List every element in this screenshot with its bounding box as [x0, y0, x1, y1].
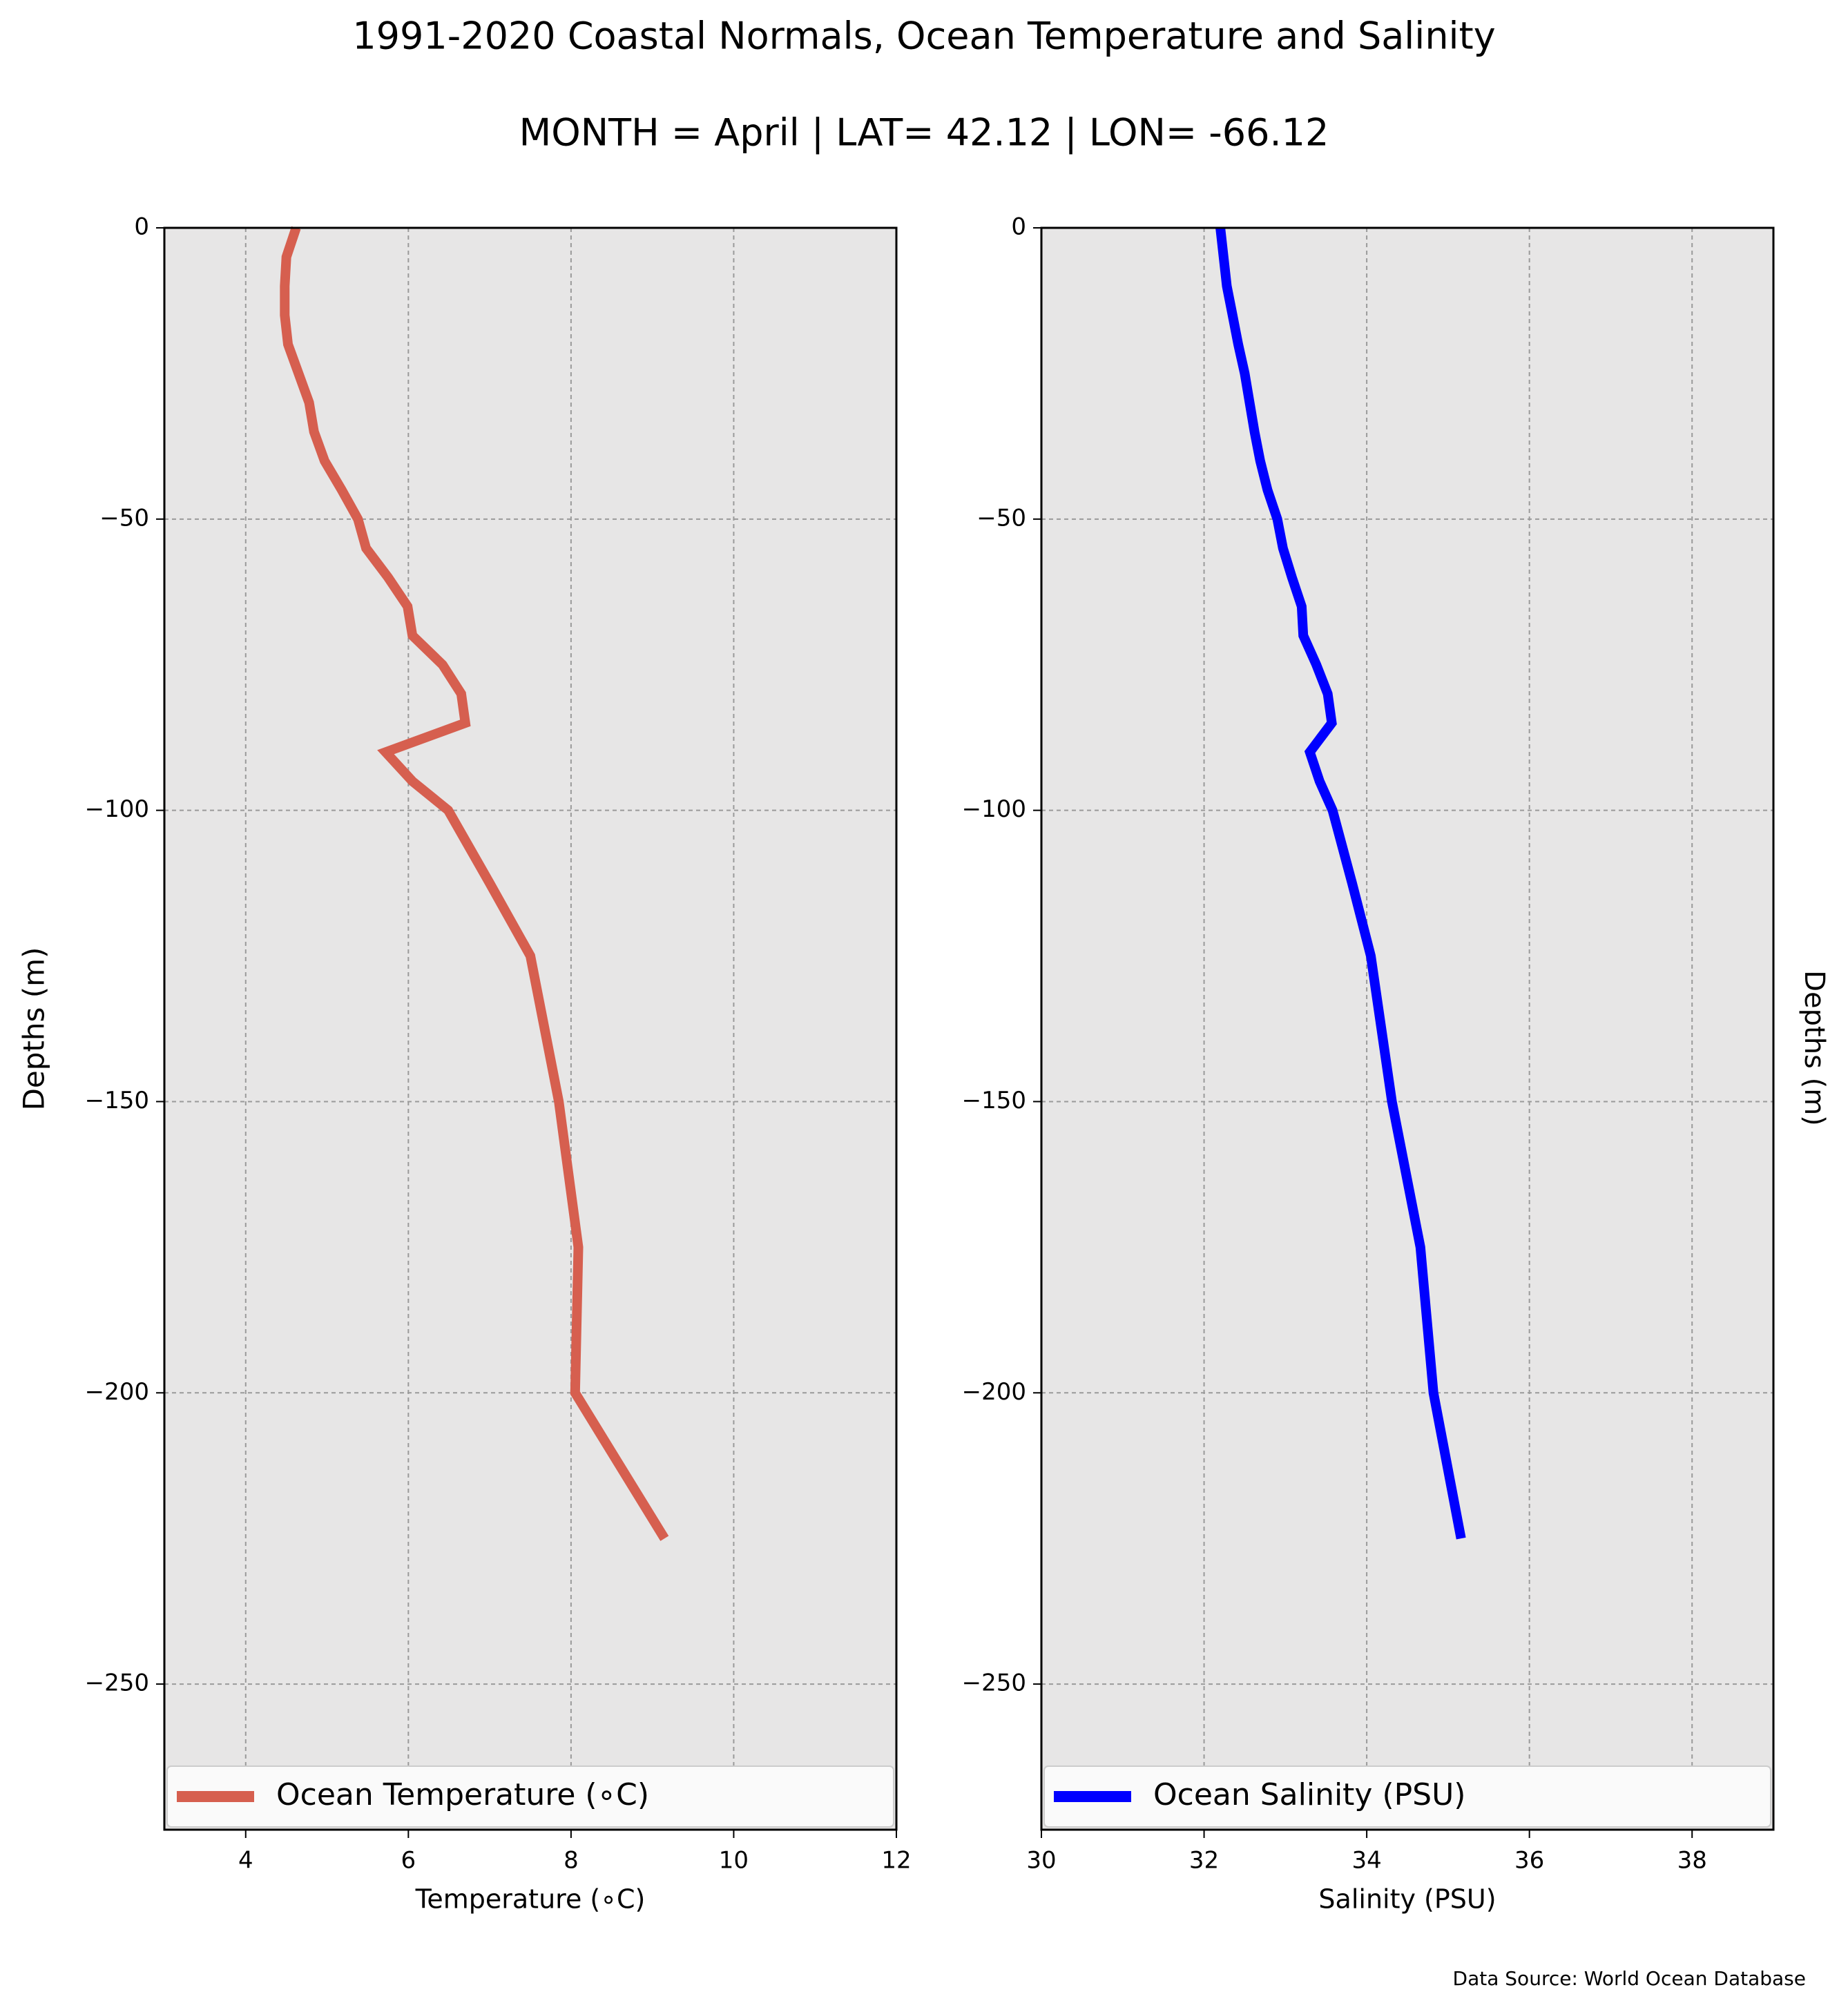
- legend-label: Ocean Salinity (PSU): [1153, 1777, 1465, 1812]
- y-axis-label: Depths (m): [17, 947, 51, 1111]
- y-tick-label: −250: [962, 1670, 1026, 1697]
- data-series-line: [280, 226, 669, 1541]
- x-axis-label: Temperature (∘C): [415, 1884, 646, 1915]
- x-tick-label: 32: [1189, 1847, 1219, 1875]
- x-tick-label: 10: [719, 1847, 749, 1875]
- plot-area: [164, 228, 896, 1830]
- legend: Ocean Temperature (∘C): [166, 1765, 894, 1828]
- x-axis-label: Salinity (PSU): [1318, 1884, 1496, 1915]
- legend-label: Ocean Temperature (∘C): [276, 1777, 649, 1812]
- x-tick-label: 34: [1351, 1847, 1381, 1875]
- salinity-panel: Ocean Salinity (PSU) 30 32 34 36 38 0 −50 −100 −1…: [962, 213, 1775, 1915]
- y-tick-label: −50: [976, 504, 1026, 532]
- y-tick-label: 0: [1011, 213, 1026, 241]
- axes-frame: [163, 226, 898, 1831]
- y-tick-label: −150: [962, 1087, 1026, 1114]
- legend-box: [1043, 1765, 1771, 1828]
- figure-title: 1991-2020 Coastal Normals, Ocean Tempera…: [352, 14, 1495, 58]
- y-tick-label: −150: [85, 1087, 149, 1114]
- legend: Ocean Salinity (PSU): [1043, 1765, 1771, 1828]
- plot-area: [1041, 228, 1773, 1830]
- y-tick-label: −100: [85, 795, 149, 823]
- x-tick-label: 36: [1514, 1847, 1544, 1875]
- x-tick-label: 30: [1026, 1847, 1056, 1875]
- data-series-line: [1215, 227, 1466, 1540]
- axes-frame: [1040, 226, 1775, 1831]
- y-tick-label: −50: [99, 504, 149, 532]
- right-axis-label: Depths (m): [1798, 970, 1830, 1126]
- x-tick-label: 12: [881, 1847, 911, 1875]
- y-tick-label: −200: [85, 1378, 149, 1406]
- x-tick-label: 38: [1677, 1847, 1707, 1875]
- y-tick-label: −100: [962, 795, 1026, 823]
- x-tick-label: 4: [238, 1847, 253, 1875]
- temperature-panel: Ocean Temperature (∘C) 4 6 8 10 12 0 −50 −100 −15…: [17, 213, 912, 1915]
- y-tick-label: 0: [134, 213, 149, 241]
- figure-subtitle: MONTH = April | LAT= 42.12 | LON= -66.12: [519, 111, 1329, 155]
- legend-box: [166, 1765, 894, 1828]
- x-tick-label: 8: [564, 1847, 579, 1875]
- x-tick-label: 6: [401, 1847, 416, 1875]
- source-note: Data Source: World Ocean Database: [1453, 1967, 1806, 1990]
- y-tick-label: −250: [85, 1670, 149, 1697]
- y-tick-label: −200: [962, 1378, 1026, 1406]
